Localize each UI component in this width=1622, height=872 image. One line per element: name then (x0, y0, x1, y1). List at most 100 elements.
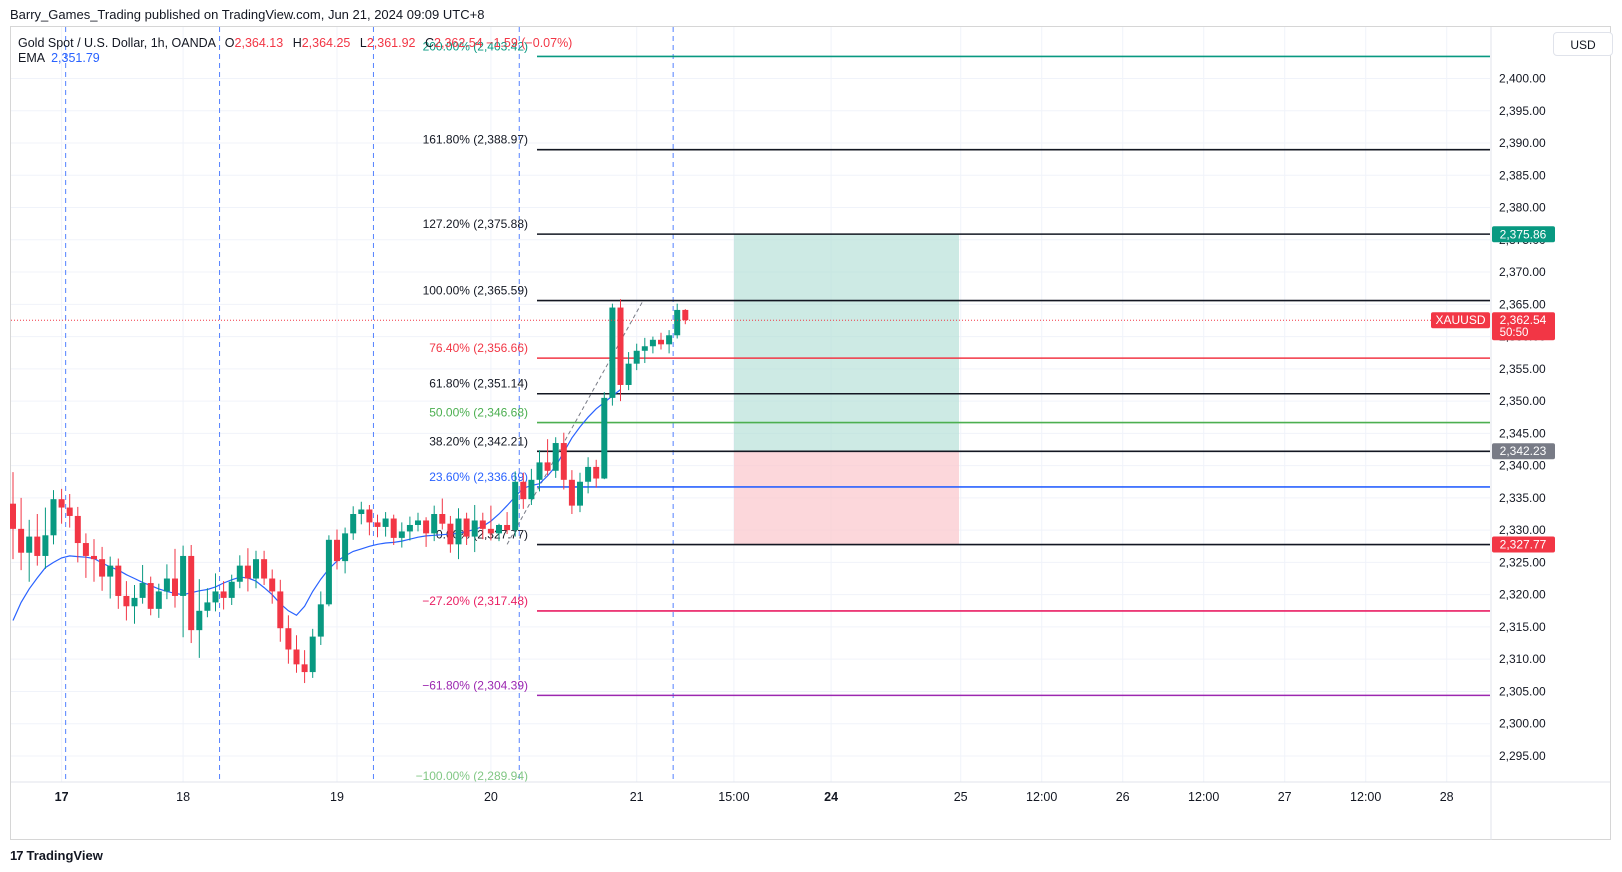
candle-body (382, 518, 389, 527)
candle (10, 472, 16, 560)
candle-body (463, 518, 470, 537)
candle-body (560, 443, 567, 480)
legend-symbol[interactable]: Gold Spot / U.S. Dollar, 1h, OANDA (18, 36, 216, 50)
candle (398, 522, 405, 548)
candle-body (293, 649, 300, 665)
price-tick-label: 2,370.00 (1499, 265, 1546, 279)
price-tick-label: 2,385.00 (1499, 168, 1546, 182)
fib-level-label: 200.00% (2,403.42) (423, 39, 528, 53)
candle-body (487, 528, 494, 534)
fib-level-label: 127.20% (2,375.88) (423, 217, 528, 231)
candle (641, 337, 648, 364)
legend-high-value: 2,364.25 (301, 36, 351, 50)
candle (431, 505, 438, 542)
candle-body (285, 628, 292, 650)
legend-ema-value: 2,351.79 (51, 51, 100, 65)
candle-body (374, 522, 381, 527)
candle-body (674, 309, 681, 336)
axis-price-label-text: 2,342.23 (1500, 444, 1547, 458)
candle (34, 514, 41, 566)
candle (236, 555, 243, 589)
price-tick-label: 2,390.00 (1499, 136, 1546, 150)
candle (42, 507, 49, 569)
fib-level-label: 100.00% (2,365.59) (423, 284, 528, 298)
fib-level-label: 61.80% (2,351.14) (429, 377, 528, 391)
candle (212, 573, 219, 612)
candle-body (568, 479, 575, 506)
fib-level-label: 38.20% (2,342.21) (429, 434, 528, 448)
candle-body (269, 578, 276, 592)
candle (285, 615, 292, 664)
price-tick-label: 2,330.00 (1499, 523, 1546, 537)
legend-change: −1.59 (−0.07%) (486, 36, 573, 50)
candle-body (536, 462, 543, 480)
candle (269, 569, 276, 604)
candle-body (431, 514, 438, 534)
candle (74, 506, 81, 563)
candle-body (325, 539, 332, 605)
candle (261, 550, 268, 585)
candle (520, 472, 527, 509)
fib-level-label: 50.00% (2,346.68) (429, 406, 528, 420)
candle-body (42, 535, 49, 556)
legend-close-value: 2,362.54 (434, 36, 483, 50)
target-zone (734, 234, 959, 452)
candle (601, 392, 608, 480)
candles (10, 299, 689, 684)
candle-body (26, 536, 33, 553)
candle-body (666, 335, 673, 345)
candle (91, 539, 97, 582)
tradingview-brand: 17 TradingView (10, 848, 103, 863)
tradingview-logo-icon: 17 (10, 848, 24, 863)
candle-body (520, 481, 527, 500)
stop-zone (734, 451, 959, 545)
candle-body (147, 583, 154, 609)
legend-low-value: 2,361.92 (366, 36, 416, 50)
candle-body (301, 664, 308, 673)
candle (568, 470, 575, 515)
candle-body (180, 555, 187, 596)
time-tick-label: 21 (630, 790, 644, 804)
publisher-line: Barry_Games_Trading published on Trading… (10, 7, 485, 22)
candle (423, 517, 430, 547)
candle (487, 505, 494, 541)
time-tick-label: 28 (1440, 790, 1454, 804)
candle-body (390, 518, 397, 538)
candle-body (82, 543, 89, 556)
price-tick-label: 2,400.00 (1499, 72, 1546, 86)
symbol-tag-bg (1431, 312, 1490, 329)
candle (649, 336, 656, 354)
candle-body (18, 528, 25, 553)
legend-ema-row[interactable]: EMA 2,351.79 (18, 51, 572, 66)
candle (82, 533, 89, 578)
legend-open-value: 2,364.13 (234, 36, 284, 50)
candle-body (139, 583, 146, 598)
candle-body (123, 595, 130, 607)
candle-body (528, 479, 535, 500)
candle (512, 471, 519, 537)
candle-body (617, 307, 624, 385)
ema-line (12, 389, 621, 621)
candle-body (593, 466, 600, 479)
candle (325, 535, 332, 607)
price-tick-label: 2,380.00 (1499, 201, 1546, 215)
candle-body (358, 509, 365, 515)
axis-price-label: 2,375.86 (1492, 226, 1555, 243)
candle-body (317, 604, 324, 637)
candle (439, 498, 446, 530)
currency-button[interactable]: USD (1553, 32, 1613, 56)
candle-body (342, 533, 349, 562)
candle-body (479, 520, 486, 529)
candle (455, 508, 462, 560)
price-tick-label: 2,365.00 (1499, 297, 1546, 311)
time-tick-label: 17 (55, 790, 69, 804)
candle (155, 583, 162, 618)
price-tick-label: 2,320.00 (1499, 588, 1546, 602)
candle-body (625, 363, 632, 385)
candle (204, 588, 211, 618)
candle-body (415, 520, 421, 525)
candle (115, 558, 122, 609)
candle (447, 515, 454, 553)
candle (625, 352, 632, 391)
